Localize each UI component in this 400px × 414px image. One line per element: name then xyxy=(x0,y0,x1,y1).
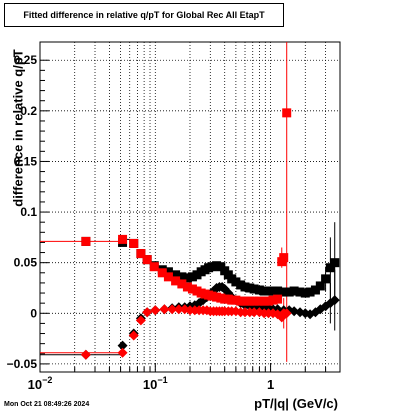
y-tick-label: 0 xyxy=(30,306,37,320)
data-point-diamond xyxy=(117,347,128,358)
x-axis-label: pT/|q| (GeV/c) xyxy=(254,396,338,411)
data-point-square xyxy=(231,295,241,305)
data-point-diamond xyxy=(117,340,128,351)
data-point-square xyxy=(177,279,187,289)
y-tick-label: 0.15 xyxy=(14,154,38,168)
data-point-diamond xyxy=(150,305,161,316)
data-point-square xyxy=(279,253,289,263)
data-point-square xyxy=(249,284,259,294)
data-point-square xyxy=(149,262,159,272)
data-point-square xyxy=(254,285,264,295)
data-point-square xyxy=(240,296,250,306)
data-point-square xyxy=(171,276,181,286)
data-point-diamond xyxy=(249,307,260,318)
data-point-square xyxy=(310,285,320,295)
data-point-diamond xyxy=(128,330,139,341)
data-point-square xyxy=(282,108,292,118)
data-point-square xyxy=(268,286,278,296)
data-point-square xyxy=(273,286,283,296)
data-point-square xyxy=(182,282,192,292)
data-point-square xyxy=(279,287,289,297)
data-point-square xyxy=(295,287,305,297)
data-point-square xyxy=(273,294,283,304)
data-point-square xyxy=(187,284,197,294)
data-point-square xyxy=(284,287,294,297)
data-point-square xyxy=(136,249,146,259)
data-point-square xyxy=(163,272,173,282)
data-point-diamond xyxy=(80,349,91,360)
data-point-diamond xyxy=(281,308,292,319)
x-tick-label: 10−1 xyxy=(143,375,168,392)
data-point-square xyxy=(177,272,187,282)
data-point-square xyxy=(182,273,192,283)
data-point-square xyxy=(129,238,139,248)
data-point-square xyxy=(163,267,173,277)
x-tick-label: 1 xyxy=(267,377,274,392)
data-point-diamond xyxy=(142,307,153,318)
data-point-diamond xyxy=(167,304,178,315)
data-point-square xyxy=(81,236,91,246)
data-point-square xyxy=(142,255,152,265)
data-point-square xyxy=(268,295,278,305)
data-point-square xyxy=(289,286,299,296)
data-point-square xyxy=(321,274,331,284)
data-point-diamond xyxy=(159,304,170,315)
data-point-square xyxy=(207,262,217,272)
x-tick-label: 10−2 xyxy=(28,375,53,392)
y-tick-label: 0.1 xyxy=(20,205,37,219)
timestamp: Mon Oct 21 08:49:26 2024 xyxy=(4,401,90,408)
data-point-square xyxy=(249,296,259,306)
data-point-square xyxy=(231,277,241,287)
data-point-square xyxy=(157,268,167,278)
chart-title: Fitted difference in relative q/pT for G… xyxy=(4,3,284,27)
data-point-square xyxy=(254,296,264,306)
data-point-square xyxy=(118,234,128,244)
data-point-square xyxy=(171,270,181,280)
y-tick-label: 0.2 xyxy=(20,104,37,118)
data-point-diamond xyxy=(173,304,184,315)
data-point-square xyxy=(207,291,217,301)
data-point-square xyxy=(305,287,315,297)
data-point-square xyxy=(315,281,325,291)
data-point-square xyxy=(240,282,250,292)
y-tick-label: −0.05 xyxy=(7,357,38,371)
y-axis-label: difference in relative q/pT xyxy=(10,49,26,207)
data-point-diamond xyxy=(135,315,146,326)
data-point-square xyxy=(300,288,310,298)
y-tick-label: 0.05 xyxy=(14,256,38,270)
data-point-diamond xyxy=(329,295,340,306)
data-point-square xyxy=(325,263,335,273)
data-point-square xyxy=(187,272,197,282)
data-point-square xyxy=(330,258,340,268)
y-tick-label: 0.25 xyxy=(14,53,38,67)
